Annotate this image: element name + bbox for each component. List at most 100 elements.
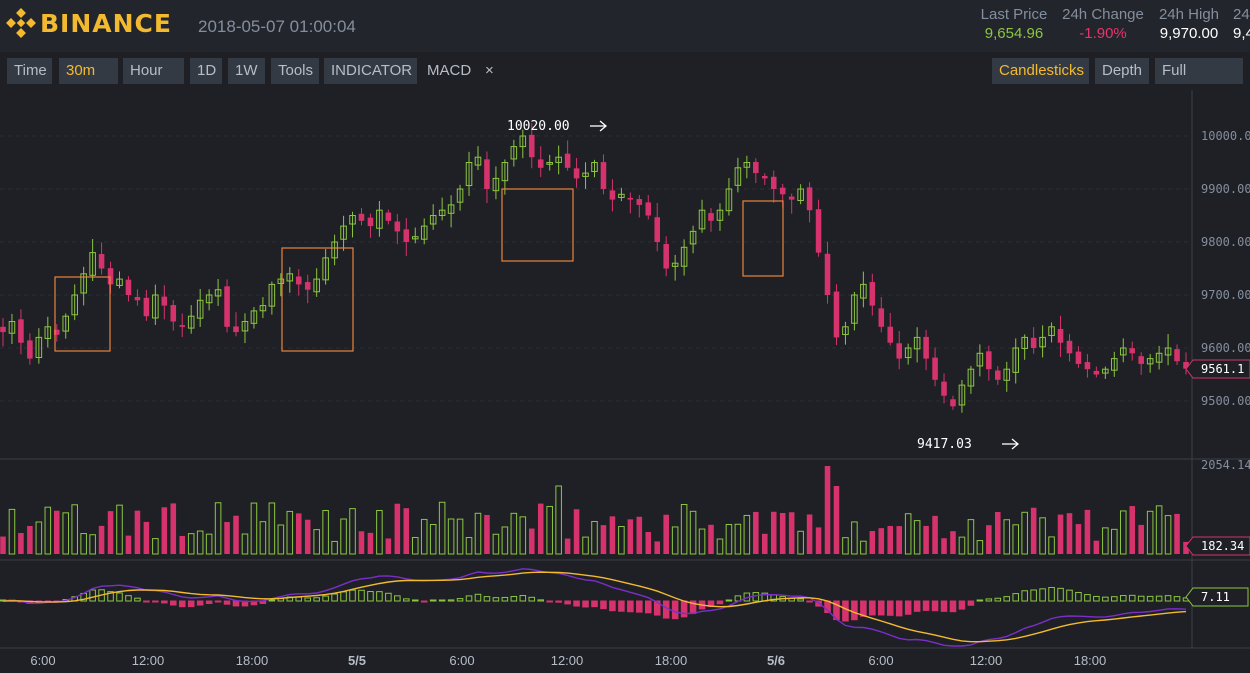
volume-bar (44, 506, 52, 555)
macd-indicator-label: MACD (427, 62, 472, 79)
hour-dropdown[interactable]: Hour ▼ (123, 58, 184, 103)
candle-body (134, 296, 141, 301)
macd-histogram-bar (1021, 590, 1028, 602)
candle-body (233, 326, 239, 333)
current-volume-tag: 182.34 (1185, 536, 1250, 556)
candle-body (313, 278, 320, 293)
interval-1d-button[interactable]: 1D (190, 58, 222, 84)
macd-histogram-bar (869, 600, 876, 616)
volume-bar (896, 526, 902, 554)
volume-bar (18, 532, 24, 554)
candle-body (474, 156, 482, 166)
volume-bar (1012, 524, 1019, 555)
candle-body (340, 225, 347, 240)
macd-histogram-bar (143, 600, 150, 603)
macd-histogram-bar (537, 599, 545, 602)
macd-histogram-bar (1066, 589, 1073, 602)
top-bar: BINANCE 2018-05-07 01:00:04 Last Price 9… (0, 0, 1250, 52)
macd-histogram-bar (627, 600, 634, 613)
candle-body (815, 209, 822, 253)
macd-histogram-bar (922, 600, 930, 611)
volume-bar (456, 518, 464, 555)
volume-bar (501, 526, 509, 555)
volume-bar (1129, 506, 1136, 554)
volume-bar (187, 533, 195, 555)
depth-button[interactable]: Depth (1095, 58, 1149, 84)
interval-dropdown[interactable]: 30m ▼ (59, 58, 118, 103)
macd-histogram-bar (331, 593, 338, 602)
candle-body (573, 168, 580, 179)
change-label: 24h Change (1062, 6, 1144, 23)
indicator-button[interactable]: INDICATOR (324, 58, 417, 84)
volume-bar (797, 530, 804, 555)
candle-body (62, 315, 70, 332)
volume-bar (447, 518, 455, 555)
candle-body (923, 336, 929, 359)
volume-bar (71, 504, 78, 555)
volume-bar (116, 504, 123, 555)
volume-bar (313, 529, 320, 555)
candle-body (564, 153, 571, 168)
volume-bar (340, 518, 347, 555)
candle-body (170, 305, 177, 322)
macd-histogram-bar (851, 600, 858, 621)
volume-bar (143, 521, 150, 554)
time-button[interactable]: Time (7, 58, 52, 84)
volume-bar (349, 508, 356, 555)
candle-body (1084, 362, 1091, 370)
candle-body (125, 279, 132, 295)
candle-body (1119, 347, 1127, 356)
time-axis-label: 12:00 (132, 653, 165, 668)
binance-logo[interactable]: BINANCE (6, 8, 172, 38)
price-chart[interactable]: 10020.00 9417.03 10000.00 9900.00 9800.0… (0, 90, 1250, 673)
macd-histogram-bar (976, 599, 984, 602)
volume-bar (0, 536, 6, 554)
tools-button[interactable]: Tools (271, 58, 319, 84)
candlesticks-button[interactable]: Candlesticks (992, 58, 1089, 84)
candle-body (591, 162, 598, 173)
candle-body (8, 321, 16, 334)
candle-body (259, 305, 267, 312)
high-label: 24h High (1158, 6, 1220, 23)
volume-bar (161, 507, 168, 554)
volume-bar (492, 533, 500, 555)
price-axis: 10000.00 9900.00 9800.00 9700.00 9600.00… (1201, 129, 1250, 472)
full-screen-button[interactable]: Full Screen (1155, 58, 1243, 105)
candle-body (636, 199, 643, 205)
candle-body (250, 310, 258, 324)
last-price-label: Last Price (980, 6, 1048, 23)
volume-bar (233, 515, 239, 554)
highlight-box (281, 247, 354, 352)
macd-histogram-bar (125, 595, 132, 602)
macd-histogram-bar (187, 600, 195, 608)
volume-bar (573, 509, 580, 554)
hour-label: Hour (130, 62, 163, 79)
macd-histogram-bar (1084, 594, 1091, 602)
candle-body (53, 329, 60, 335)
volume-bar (860, 540, 867, 555)
candle-body (438, 209, 446, 216)
macd-histogram-bar (232, 600, 240, 607)
interval-1w-button[interactable]: 1W (228, 58, 265, 84)
macd-histogram-bar (662, 600, 670, 619)
candle-body (35, 336, 43, 359)
candle-body (967, 368, 975, 387)
candle-body (1075, 351, 1082, 364)
macd-histogram-bar (1093, 595, 1100, 602)
time-axis-label: 6:00 (449, 653, 474, 668)
close-icon[interactable]: × (485, 62, 494, 79)
candle-body (268, 283, 276, 307)
candle-body (609, 190, 616, 200)
volume-bar (913, 520, 921, 555)
server-datetime: 2018-05-07 01:00:04 (198, 17, 356, 36)
change-value: -1.90% (1079, 25, 1127, 42)
volume-bar (403, 508, 410, 554)
change-stat: 24h Change -1.90% (1060, 6, 1146, 42)
candle-body (116, 278, 123, 286)
volume-bar (770, 511, 777, 554)
candle-body (546, 162, 553, 165)
macd-histogram-bar (1030, 589, 1037, 602)
macd-histogram-bar (806, 600, 813, 603)
macd-histogram-bar (1173, 596, 1181, 602)
volume-bar (331, 540, 338, 555)
